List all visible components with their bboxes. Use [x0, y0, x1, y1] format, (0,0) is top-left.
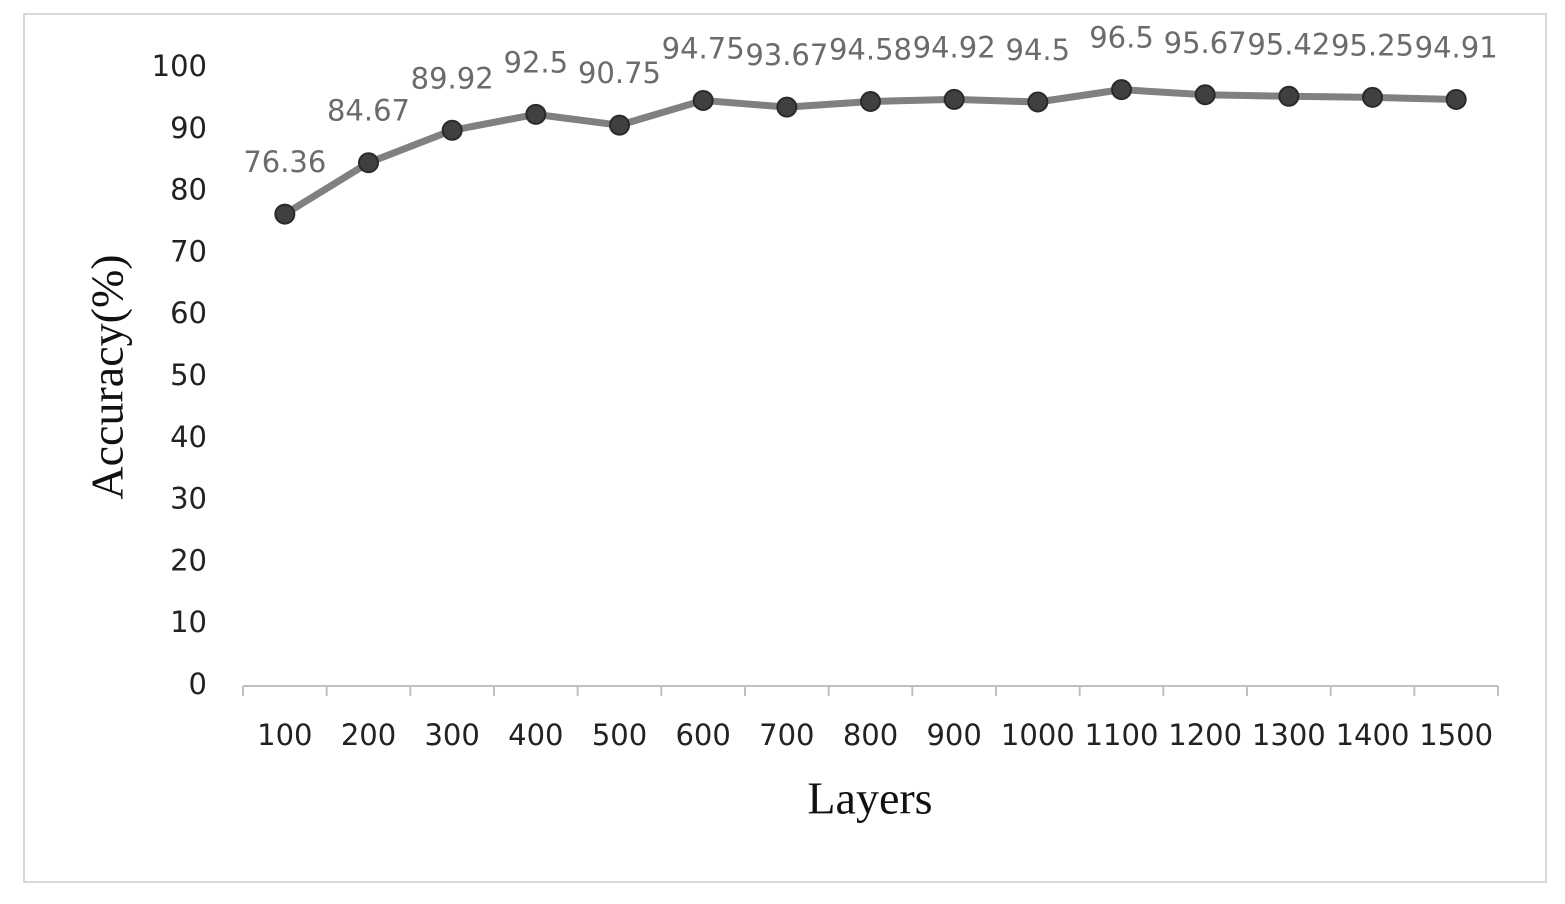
- data-point: [274, 203, 296, 225]
- data-label: 95.67: [1164, 26, 1247, 60]
- y-tick-label: 80: [170, 173, 207, 207]
- data-point: [1445, 88, 1467, 110]
- data-label: 94.75: [662, 31, 745, 65]
- x-tick-label: 1300: [1252, 718, 1326, 752]
- data-label: 76.36: [243, 145, 326, 179]
- data-label: 95.42: [1247, 27, 1330, 61]
- data-label: 89.92: [411, 61, 494, 95]
- y-tick-label: 50: [170, 358, 207, 392]
- y-tick-label: 20: [170, 543, 207, 577]
- y-tick-label: 0: [189, 667, 207, 701]
- data-label: 94.92: [913, 30, 996, 64]
- x-tick-label: 1400: [1336, 718, 1410, 752]
- data-point: [609, 114, 630, 136]
- data-point: [1111, 79, 1132, 101]
- x-tick-label: 1000: [1001, 718, 1075, 752]
- data-label: 93.67: [745, 38, 828, 72]
- chart-frame: [23, 13, 1547, 883]
- data-label: 94.91: [1415, 30, 1498, 64]
- x-tick-label: 900: [926, 718, 981, 752]
- y-tick-label: 40: [170, 420, 207, 454]
- data-point: [525, 103, 547, 125]
- data-point: [1278, 85, 1300, 107]
- data-label: 84.67: [327, 94, 410, 128]
- x-tick-label: 300: [424, 718, 479, 752]
- y-axis-title: Accuracy(%): [82, 254, 133, 499]
- x-tick-label: 800: [843, 718, 898, 752]
- data-point: [441, 119, 463, 141]
- data-label: 92.5: [504, 45, 569, 79]
- y-tick-label: 90: [170, 111, 207, 145]
- x-axis-title: Layers: [807, 773, 932, 824]
- y-tick-label: 60: [170, 296, 207, 330]
- data-point: [1194, 84, 1216, 106]
- y-tick-label: 30: [170, 482, 207, 516]
- x-tick-label: 1500: [1419, 718, 1493, 752]
- data-label: 90.75: [578, 56, 661, 90]
- data-label: 96.5: [1089, 21, 1154, 55]
- x-tick-label: 400: [508, 718, 563, 752]
- y-tick-label: 10: [170, 605, 207, 639]
- x-tick-label: 600: [675, 718, 730, 752]
- data-label: 94.58: [829, 32, 912, 66]
- data-point: [860, 90, 881, 112]
- x-tick-label: 700: [759, 718, 814, 752]
- y-tick-label: 100: [152, 49, 207, 83]
- data-point: [1027, 91, 1049, 113]
- x-tick-label: 100: [257, 718, 312, 752]
- x-tick-label: 200: [341, 718, 396, 752]
- data-point: [692, 89, 714, 111]
- data-point: [358, 152, 379, 174]
- x-tick-label: 1100: [1085, 718, 1159, 752]
- data-label: 94.5: [1006, 33, 1071, 67]
- x-tick-label: 500: [592, 718, 647, 752]
- data-point: [776, 96, 798, 118]
- data-point: [1362, 86, 1383, 108]
- x-tick-label: 1200: [1168, 718, 1242, 752]
- data-point: [943, 88, 965, 110]
- y-tick-label: 70: [170, 234, 207, 268]
- data-label: 95.25: [1331, 28, 1414, 62]
